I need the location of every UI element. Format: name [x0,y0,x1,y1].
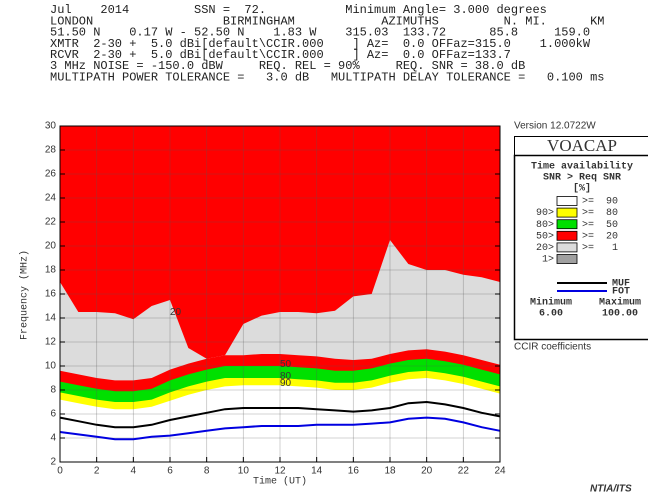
x-tick-label: 10 [238,466,250,477]
series-line [59,400,501,429]
x-tick-label: 6 [167,466,173,477]
legend-below: >= 20 [582,231,618,242]
y-tick-label: 26 [45,169,57,180]
legend-above: 50> [536,231,554,242]
series-line [59,416,501,441]
legend-below: >= 80 [582,208,618,219]
y-tick-label: 4 [50,433,56,444]
x-axis-label: Time (UT) [253,476,307,488]
x-tick-label: 12 [274,466,286,477]
legend-swatch [556,196,578,206]
legend-above: 1> [542,255,554,266]
legend-label: MUF [612,279,630,290]
y-tick-label: 2 [50,457,56,468]
y-tick-label: 24 [45,193,57,204]
credit: NTIA/ITS [590,484,632,495]
x-tick-label: 24 [494,466,506,477]
legend-title: [%] [573,183,591,195]
legend-swatch [556,254,578,264]
x-tick-label: 2 [94,466,100,477]
x-tick-label: 4 [131,466,137,477]
y-axis-label: Frequency (MHz) [19,250,31,340]
header-line: Jul 2014 SSN = 72. Minimum Angle= 3.000 … [50,3,547,17]
header-line: RCVR 2-30 + 5.0 dBi[default\CCIR.000 ] A… [50,48,511,62]
y-tick-label: 18 [45,265,57,276]
panel-title: VOACAP [547,136,617,155]
minimum-label: Minimum [530,297,572,309]
x-tick-label: 20 [421,466,433,477]
header-line: MULTIPATH POWER TOLERANCE = 3.0 dB MULTI… [50,70,605,84]
contour-label: 90 [280,378,292,389]
contour-label: 20 [170,307,182,318]
y-tick-label: 10 [45,361,57,372]
y-tick-label: 8 [50,385,56,396]
header: Jul 2014 SSN = 72. Minimum Angle= 3.000 … [50,3,605,84]
legend-label: FOT [612,287,630,298]
header-line: XMTR 2-30 + 5.0 dBi[default\CCIR.000 ] A… [50,37,591,51]
legend-swatch [556,230,578,241]
legend-above: 80> [536,220,554,231]
header-line: 51.50 N 0.17 W - 52.50 N 1.83 W 315.03 1… [50,26,590,40]
y-tick-label: 16 [45,289,57,300]
legend-swatch [556,242,578,253]
y-tick-label: 22 [45,217,57,228]
legend-swatch [556,207,578,218]
maximum-value: 100.00 [602,309,638,320]
y-tick-label: 30 [45,121,57,132]
version: Version 12.0722W [514,121,596,132]
legend-title: Time availability [531,161,633,173]
y-tick-label: 14 [45,313,57,324]
legend-below: >= 50 [582,220,618,231]
legend-below: >= 1 [582,243,618,254]
y-tick-label: 20 [45,241,57,252]
legend-above: 20> [536,243,554,254]
x-tick-label: 16 [348,466,360,477]
contour-label: 50 [280,359,292,370]
maximum-label: Maximum [599,297,641,309]
y-tick-label: 28 [45,145,57,156]
y-tick-label: 12 [45,337,57,348]
x-tick-label: 0 [57,466,63,477]
minimum-value: 6.00 [539,309,563,320]
legend-box [513,154,648,341]
contour-label: 80 [280,371,292,382]
legend-title: SNR > Req SNR [543,173,621,184]
legend-below: >= 90 [582,197,618,208]
coefficients: CCIR coefficients [514,342,591,353]
header-line: 3 MHz NOISE = -150.0 dBW REQ. REL = 90% … [50,59,525,73]
x-tick-label: 8 [204,466,210,477]
x-tick-label: 14 [311,466,323,477]
legend-above: 90> [536,208,554,219]
y-tick-label: 6 [50,409,56,420]
x-tick-label: 18 [384,466,396,477]
plot-frame [59,125,501,463]
x-tick-label: 22 [458,466,470,477]
contour-band [60,126,500,359]
header-line: LONDON BIRMINGHAM AZIMUTHS N. MI. KM [50,14,605,28]
legend-swatch [556,219,578,230]
